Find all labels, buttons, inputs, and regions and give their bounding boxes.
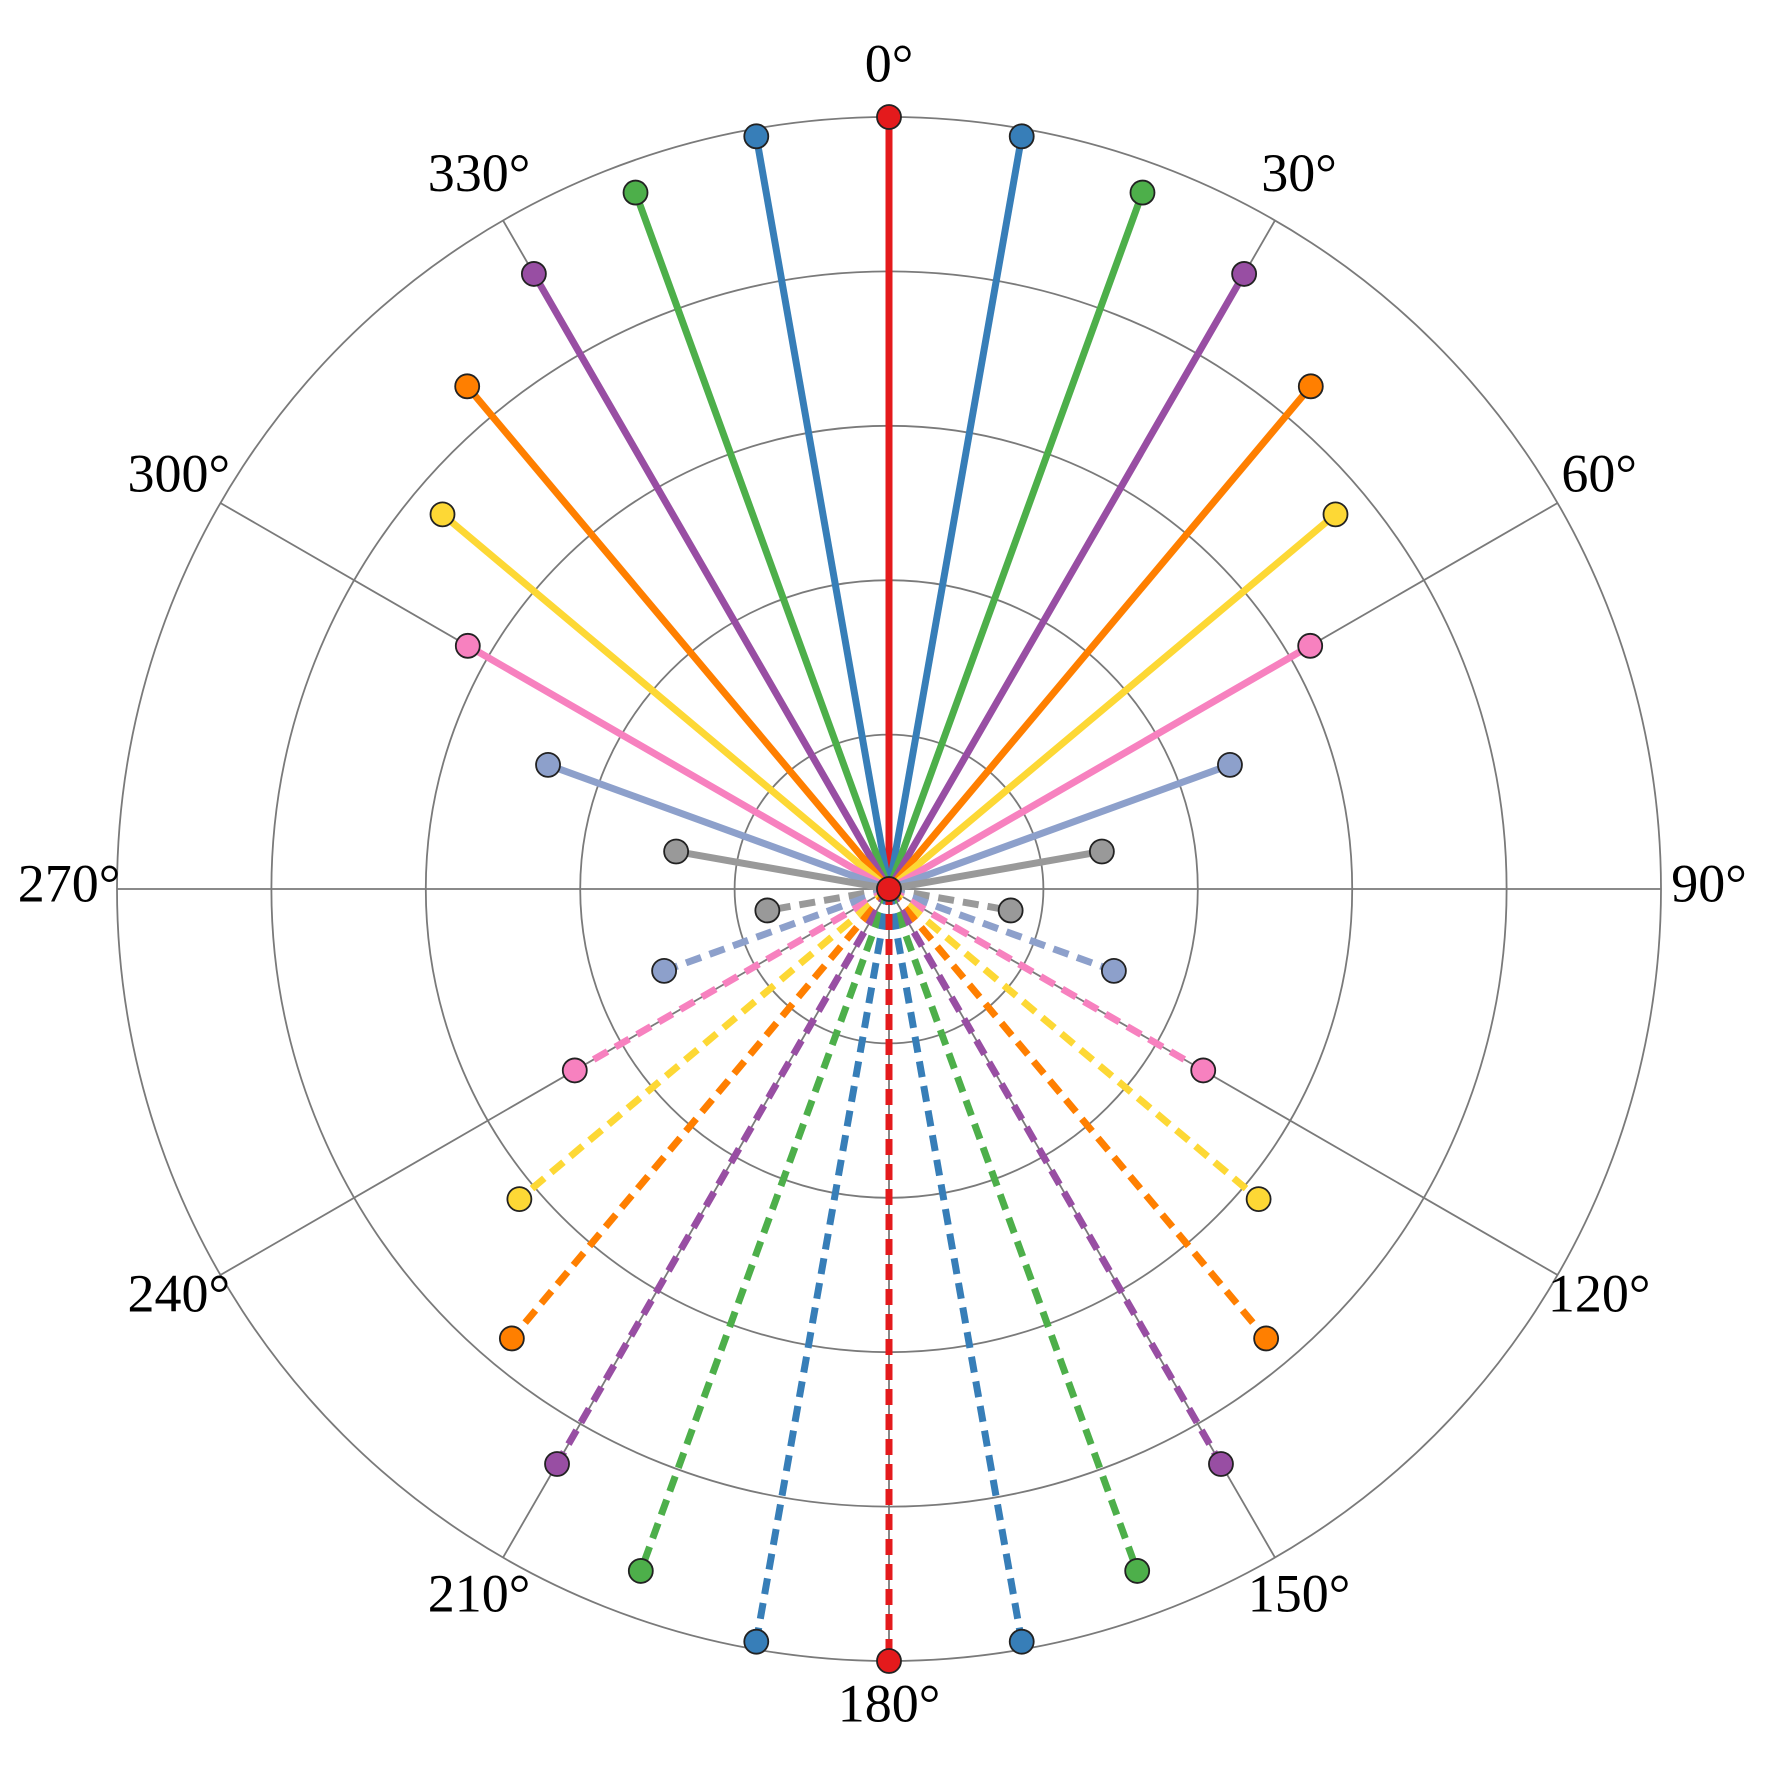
angle-label: 210° <box>428 1564 531 1624</box>
angle-labels: 0° 30° 60° 90° 120° 150° 180° 210° 240° 270° 300° 3… <box>18 33 1747 1733</box>
ray <box>766 885 890 914</box>
ray <box>466 642 891 893</box>
point <box>498 1325 525 1352</box>
point <box>1190 1057 1217 1084</box>
angle-label: 330° <box>428 143 531 203</box>
point <box>520 261 547 287</box>
ray <box>464 384 892 892</box>
point <box>997 897 1024 924</box>
ray <box>885 191 1146 891</box>
point <box>429 501 456 528</box>
point <box>1297 373 1324 400</box>
point <box>1088 838 1115 865</box>
ray <box>637 887 893 1573</box>
point <box>1322 501 1349 528</box>
angle-label: 120° <box>1548 1263 1651 1323</box>
point <box>1245 1186 1272 1213</box>
point <box>876 1648 902 1674</box>
point <box>743 123 770 150</box>
point <box>1231 261 1258 287</box>
angle-label: 0° <box>865 33 914 93</box>
point <box>1253 1325 1280 1352</box>
angle-label: 240° <box>128 1263 231 1323</box>
point <box>1297 632 1324 659</box>
angle-label: 180° <box>838 1673 941 1733</box>
ray <box>887 885 1205 1074</box>
angle-label: 270° <box>18 853 121 913</box>
ray <box>752 135 893 890</box>
point <box>454 373 481 400</box>
point <box>544 1451 570 1477</box>
ray <box>517 886 892 1202</box>
point <box>1008 1628 1035 1655</box>
ray <box>885 887 1141 1573</box>
point <box>561 1057 588 1084</box>
point <box>506 1186 533 1213</box>
point <box>627 1558 654 1584</box>
point <box>754 897 781 924</box>
ray <box>885 887 1224 1466</box>
rays <box>440 117 1338 1661</box>
ray <box>887 885 1116 975</box>
point <box>622 179 649 206</box>
point <box>454 632 481 659</box>
ray <box>886 511 1338 892</box>
angle-label: 30° <box>1261 143 1337 203</box>
ray <box>886 384 1314 892</box>
ray <box>887 642 1312 893</box>
ray <box>887 761 1232 893</box>
ray <box>888 885 1012 914</box>
ray <box>888 848 1103 893</box>
ray <box>885 135 1026 890</box>
ray <box>885 888 1026 1643</box>
point <box>1008 123 1035 150</box>
point <box>535 752 561 778</box>
ray <box>662 885 891 975</box>
ray <box>546 761 891 893</box>
ray <box>440 511 892 892</box>
ray <box>554 887 893 1466</box>
point <box>743 1628 770 1655</box>
point <box>663 838 690 865</box>
point <box>1208 1451 1234 1477</box>
center-dot <box>876 876 902 902</box>
ray <box>632 191 893 891</box>
point <box>1217 752 1243 778</box>
ray <box>675 848 890 893</box>
point <box>1124 1558 1151 1584</box>
ray <box>573 885 891 1074</box>
angle-label: 60° <box>1561 443 1637 503</box>
ray <box>886 886 1261 1202</box>
ray <box>752 888 893 1643</box>
markers <box>429 104 1349 1674</box>
angle-label: 90° <box>1671 853 1747 913</box>
ray <box>886 886 1269 1341</box>
point <box>876 104 902 130</box>
ray <box>509 886 892 1341</box>
angle-label: 150° <box>1248 1564 1351 1624</box>
point <box>1100 957 1127 984</box>
ray <box>530 272 893 891</box>
point <box>651 957 678 984</box>
ray <box>885 272 1248 891</box>
point <box>1129 179 1156 206</box>
angle-label: 300° <box>128 443 231 503</box>
